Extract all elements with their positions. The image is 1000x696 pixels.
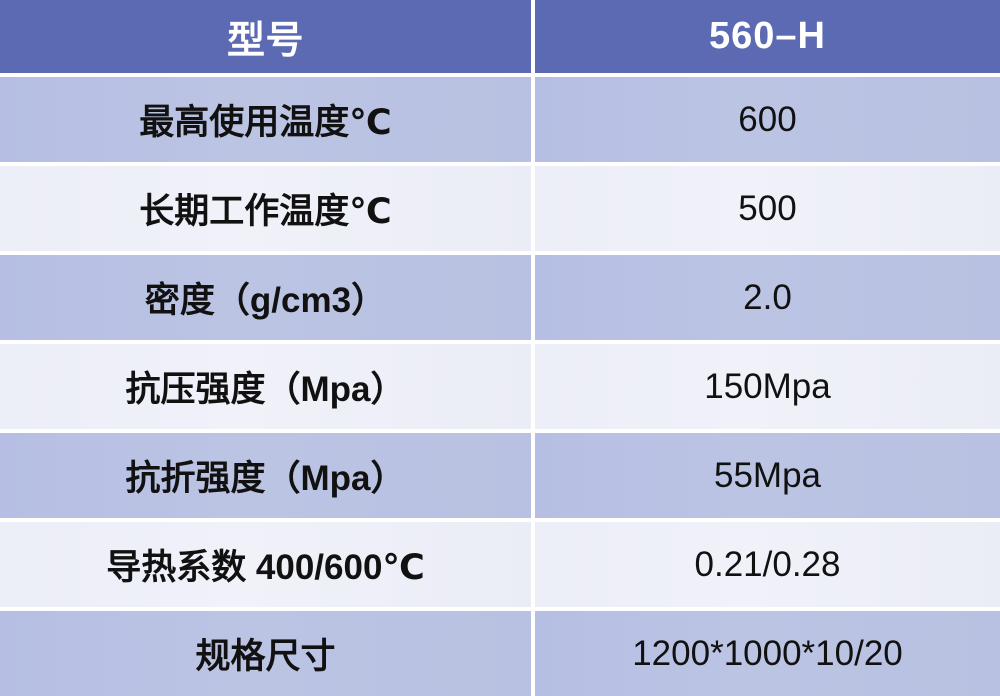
row-value-cell: 150Mpa	[535, 344, 1000, 429]
row-label-cell: 长期工作温度℃	[0, 166, 531, 251]
row-label-cell: 抗压强度（Mpa）	[0, 344, 531, 429]
row-value-text: 2.0	[743, 277, 792, 317]
row-label-cell: 密度（g/cm3）	[0, 255, 531, 340]
row-value-cell: 500	[535, 166, 1000, 251]
row-label-cell: 抗折强度（Mpa）	[0, 433, 531, 518]
row-value-text: 500	[738, 188, 797, 228]
row-label-text: 规格尺寸	[195, 637, 336, 676]
row-label-text: 长期工作温度℃	[139, 192, 392, 231]
row-value-cell: 1200*1000*10/20	[535, 611, 1000, 696]
row-value-cell: 0.21/0.28	[535, 522, 1000, 607]
row-value-cell: 55Mpa	[535, 433, 1000, 518]
header-label-text: 型号	[226, 20, 304, 62]
row-label-text: 抗折强度（Mpa）	[125, 459, 406, 498]
table-row: 规格尺寸 1200*1000*10/20	[0, 611, 1000, 696]
row-value-text: 0.21/0.28	[694, 544, 841, 584]
table-row: 抗压强度（Mpa） 150Mpa	[0, 344, 1000, 429]
table-row: 抗折强度（Mpa） 55Mpa	[0, 433, 1000, 518]
header-cell-property: 型号	[0, 0, 531, 73]
table-row: 密度（g/cm3） 2.0	[0, 255, 1000, 340]
row-label-text: 导热系数 400/600℃	[106, 548, 425, 587]
table-row: 导热系数 400/600℃ 0.21/0.28	[0, 522, 1000, 607]
row-value-text: 600	[738, 99, 797, 139]
table-row: 最高使用温度℃ 600	[0, 77, 1000, 162]
row-label-cell: 规格尺寸	[0, 611, 531, 696]
row-value-cell: 2.0	[535, 255, 1000, 340]
row-value-text: 55Mpa	[713, 455, 822, 495]
row-label-text: 抗压强度（Mpa）	[125, 370, 406, 409]
header-value-text: 560–H	[709, 15, 826, 57]
row-label-text: 最高使用温度℃	[139, 103, 392, 142]
row-label-cell: 最高使用温度℃	[0, 77, 531, 162]
table-row: 长期工作温度℃ 500	[0, 166, 1000, 251]
row-value-text: 150Mpa	[704, 366, 831, 406]
row-label-cell: 导热系数 400/600℃	[0, 522, 531, 607]
header-cell-model: 560–H	[535, 0, 1000, 73]
row-label-text: 密度（g/cm3）	[144, 281, 387, 320]
row-value-cell: 600	[535, 77, 1000, 162]
row-value-text: 1200*1000*10/20	[632, 633, 903, 673]
table-header-row: 型号 560–H	[0, 0, 1000, 73]
